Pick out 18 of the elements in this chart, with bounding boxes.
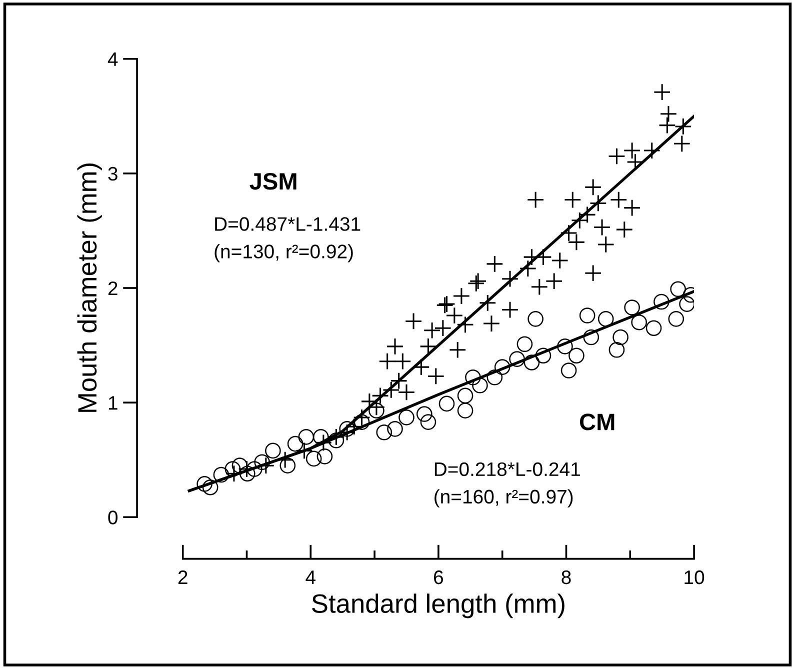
x-tick-label: 8 xyxy=(562,570,571,584)
x-tick-label: 4 xyxy=(306,570,316,584)
x-tick-label: 10 xyxy=(684,570,704,584)
annotation: JSM xyxy=(250,172,296,190)
x-axis-title: Standard length (mm) xyxy=(312,594,564,618)
annotation: D=0.487*L-1.431 xyxy=(215,217,360,231)
annotation: (n=130, r²=0.92) xyxy=(214,244,353,262)
x-tick-label: 2 xyxy=(178,570,188,584)
annotation: D=0.218*L-0.241 xyxy=(434,462,580,476)
y-tick-label: 3 xyxy=(108,166,118,181)
x-tick-label: 6 xyxy=(434,570,443,584)
y-axis-title: Mouth diameter (mm) xyxy=(77,164,102,412)
y-tick-label: 0 xyxy=(108,510,118,524)
y-tick-label: 1 xyxy=(108,396,118,410)
y-tick-label: 2 xyxy=(108,281,118,296)
annotation: (n=160, r²=0.97) xyxy=(434,489,573,508)
y-tick-label: 4 xyxy=(108,52,118,66)
annotation: CM xyxy=(580,414,614,430)
